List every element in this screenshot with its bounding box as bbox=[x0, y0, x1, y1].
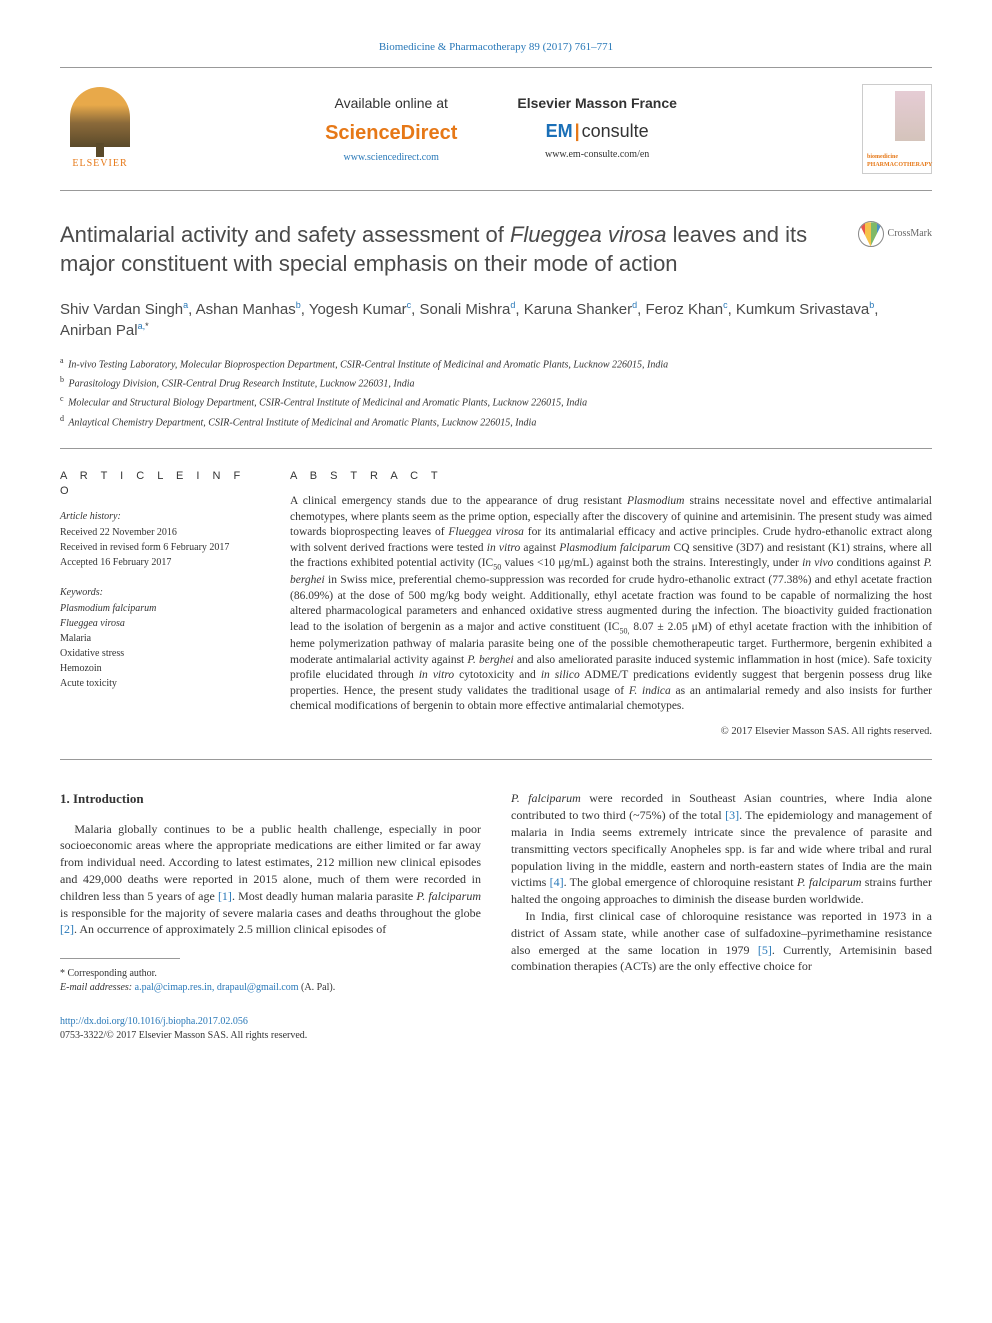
journal-cover-label: biomedicine PHARMACOTHERAPY bbox=[867, 153, 932, 170]
history-line: Accepted 16 February 2017 bbox=[60, 556, 260, 570]
email-label: E-mail addresses: bbox=[60, 982, 132, 993]
keyword-line: Hemozoin bbox=[60, 662, 260, 676]
elsevier-masson-label: Elsevier Masson France bbox=[517, 94, 677, 114]
article-title: Antimalarial activity and safety assessm… bbox=[60, 221, 846, 278]
keyword-line: Plasmodium falciparum bbox=[60, 602, 260, 616]
em-consulte-block: Elsevier Masson France EM|consulte www.e… bbox=[517, 94, 677, 166]
corresponding-author: * Corresponding author. E-mail addresses… bbox=[60, 967, 481, 995]
authors-list: Shiv Vardan Singha, Ashan Manhasb, Yoges… bbox=[60, 299, 932, 341]
corresponding-emails[interactable]: a.pal@cimap.res.in, drapaul@gmail.com bbox=[135, 982, 299, 993]
corresponding-label: * Corresponding author. bbox=[60, 967, 481, 981]
affiliation-line: a In-vivo Testing Laboratory, Molecular … bbox=[60, 355, 932, 372]
intro-text-col1: Malaria globally continues to be a publi… bbox=[60, 821, 481, 939]
journal-cover-thumbnail[interactable]: biomedicine PHARMACOTHERAPY bbox=[862, 84, 932, 174]
corresponding-author-name: (A. Pal). bbox=[301, 982, 335, 993]
consulte-part: consulte bbox=[582, 121, 649, 141]
keyword-line: Oxidative stress bbox=[60, 647, 260, 661]
footnote-separator bbox=[60, 958, 180, 959]
affiliation-line: c Molecular and Structural Biology Depar… bbox=[60, 393, 932, 410]
affiliation-line: d Anlaytical Chemistry Department, CSIR-… bbox=[60, 413, 932, 430]
sciencedirect-block: Available online at ScienceDirect www.sc… bbox=[325, 94, 457, 166]
title-pre: Antimalarial activity and safety assessm… bbox=[60, 222, 510, 247]
crossmark-badge[interactable]: CrossMark bbox=[858, 221, 932, 247]
history-line: Received 22 November 2016 bbox=[60, 526, 260, 540]
keyword-line: Flueggea virosa bbox=[60, 617, 260, 631]
keyword-line: Acute toxicity bbox=[60, 677, 260, 691]
crossmark-icon bbox=[858, 221, 884, 247]
abstract: A B S T R A C T A clinical emergency sta… bbox=[290, 469, 932, 739]
body-column-right: P. falciparum were recorded in Southeast… bbox=[511, 790, 932, 995]
affiliation-line: b Parasitology Division, CSIR-Central Dr… bbox=[60, 374, 932, 391]
elsevier-label: ELSEVIER bbox=[72, 157, 127, 171]
introduction-heading: 1. Introduction bbox=[60, 790, 481, 808]
body-column-left: 1. Introduction Malaria globally continu… bbox=[60, 790, 481, 995]
history-line: Received in revised form 6 February 2017 bbox=[60, 541, 260, 555]
em-consulte-url[interactable]: www.em-consulte.com/en bbox=[517, 148, 677, 162]
elsevier-tree-icon bbox=[70, 87, 130, 147]
keyword-line: Malaria bbox=[60, 632, 260, 646]
doi-link[interactable]: http://dx.doi.org/10.1016/j.biopha.2017.… bbox=[60, 1015, 932, 1029]
footer-copyright: 0753-3322/© 2017 Elsevier Masson SAS. Al… bbox=[60, 1029, 932, 1043]
journal-header: Biomedicine & Pharmacotherapy 89 (2017) … bbox=[60, 40, 932, 55]
article-history-label: Article history: bbox=[60, 510, 260, 524]
abstract-heading: A B S T R A C T bbox=[290, 469, 932, 484]
elsevier-logo[interactable]: ELSEVIER bbox=[60, 87, 140, 171]
affiliations: a In-vivo Testing Laboratory, Molecular … bbox=[60, 355, 932, 449]
title-species: Flueggea virosa bbox=[510, 222, 667, 247]
top-bar: ELSEVIER Available online at ScienceDire… bbox=[60, 67, 932, 191]
available-online-label: Available online at bbox=[325, 94, 457, 114]
abstract-text: A clinical emergency stands due to the a… bbox=[290, 494, 932, 714]
em-part: EM bbox=[546, 121, 573, 141]
sciencedirect-url[interactable]: www.sciencedirect.com bbox=[325, 151, 457, 165]
crossmark-label: CrossMark bbox=[888, 227, 932, 241]
article-info-heading: A R T I C L E I N F O bbox=[60, 469, 260, 500]
article-info: A R T I C L E I N F O Article history: R… bbox=[60, 469, 260, 739]
em-consulte-logo[interactable]: EM|consulte bbox=[517, 119, 677, 144]
keywords-label: Keywords: bbox=[60, 586, 260, 600]
em-bar-icon: | bbox=[575, 121, 580, 141]
intro-text-col2: P. falciparum were recorded in Southeast… bbox=[511, 790, 932, 975]
sciencedirect-logo[interactable]: ScienceDirect bbox=[325, 119, 457, 147]
abstract-copyright: © 2017 Elsevier Masson SAS. All rights r… bbox=[290, 725, 932, 740]
